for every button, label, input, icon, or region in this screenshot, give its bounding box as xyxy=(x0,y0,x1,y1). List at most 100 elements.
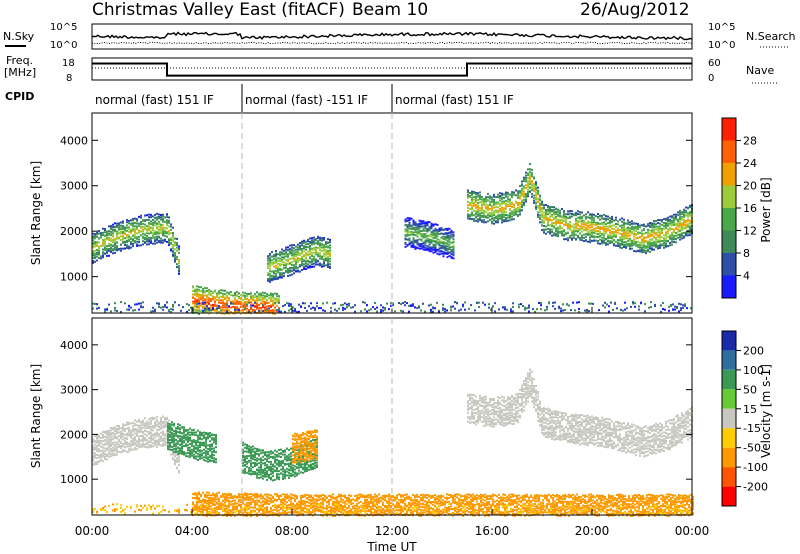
heatmap-cell xyxy=(206,294,208,297)
heatmap-cell xyxy=(301,249,303,251)
heatmap-cell xyxy=(303,241,305,244)
heatmap-cell xyxy=(191,429,193,432)
heatmap-cell xyxy=(258,297,260,300)
heatmap-cell xyxy=(509,216,511,219)
heatmap-cell xyxy=(294,472,296,475)
power-y-tick-label: 4000 xyxy=(60,134,88,147)
heatmap-cell xyxy=(202,291,204,294)
heatmap-cell xyxy=(289,267,291,269)
heatmap-cell xyxy=(271,275,273,278)
heatmap-cell xyxy=(200,295,202,298)
heatmap-cell xyxy=(545,204,547,206)
heatmap-cell xyxy=(208,298,210,301)
heatmap-cell xyxy=(120,445,122,447)
heatmap-cell xyxy=(204,311,206,314)
heatmap-cell xyxy=(150,213,152,216)
heatmap-cell xyxy=(607,229,609,232)
heatmap-cell xyxy=(106,247,108,250)
heatmap-cell xyxy=(681,237,683,240)
heatmap-cell xyxy=(226,291,228,294)
heatmap-cell xyxy=(167,425,169,428)
heatmap-cell xyxy=(410,224,413,227)
heatmap-cell xyxy=(272,468,274,471)
heatmap-cell xyxy=(557,230,559,233)
heatmap-cell xyxy=(639,236,641,239)
heatmap-cell xyxy=(142,435,144,437)
heatmap-cell xyxy=(134,448,136,451)
heatmap-cell xyxy=(430,247,433,250)
heatmap-cell xyxy=(120,247,122,250)
heatmap-cell xyxy=(156,439,158,442)
heatmap-cell xyxy=(174,248,176,251)
heatmap-cell xyxy=(416,227,419,230)
heatmap-cell xyxy=(430,241,433,244)
heatmap-cell xyxy=(442,245,445,248)
heatmap-cell xyxy=(298,469,300,472)
heatmap-cell xyxy=(142,426,144,429)
heatmap-cell xyxy=(142,222,144,225)
heatmap-cell xyxy=(489,212,491,215)
heatmap-cell xyxy=(316,436,318,439)
heatmap-cell xyxy=(499,213,501,216)
heatmap-cell xyxy=(559,222,561,225)
heatmap-cell xyxy=(104,456,106,459)
heatmap-cell xyxy=(635,250,637,253)
heatmap-cell xyxy=(160,218,162,221)
heatmap-cell xyxy=(380,309,382,311)
heatmap-cell xyxy=(631,230,633,233)
heatmap-cell xyxy=(172,240,174,243)
heatmap-cell xyxy=(286,463,288,466)
heatmap-cell xyxy=(120,311,122,313)
heatmap-cell xyxy=(206,301,208,304)
heatmap-cell xyxy=(471,198,473,201)
heatmap-cell xyxy=(175,427,177,430)
heatmap-cell xyxy=(177,440,179,443)
heatmap-cell xyxy=(544,309,546,312)
heatmap-cell xyxy=(649,242,651,245)
heatmap-cell xyxy=(132,219,134,222)
heatmap-cell xyxy=(510,308,512,311)
heatmap-cell xyxy=(236,302,238,305)
heatmap-cell xyxy=(187,444,189,447)
heatmap-cell xyxy=(96,259,98,262)
heatmap-cell xyxy=(283,253,285,256)
heatmap-cell xyxy=(493,201,495,204)
heatmap-cell xyxy=(603,225,605,228)
heatmap-cell xyxy=(267,272,269,275)
heatmap-cell xyxy=(655,220,657,223)
heatmap-cell xyxy=(313,236,315,239)
heatmap-cell xyxy=(114,239,116,242)
heatmap-cell xyxy=(226,296,228,299)
heatmap-cell xyxy=(543,229,545,232)
heatmap-cell xyxy=(321,239,323,242)
heatmap-cell xyxy=(267,255,269,258)
heatmap-cell xyxy=(264,462,266,464)
heatmap-cell xyxy=(531,193,533,195)
heatmap-cell xyxy=(272,479,274,482)
heatmap-cell xyxy=(276,476,278,478)
heatmap-cell xyxy=(299,270,301,273)
heatmap-cell xyxy=(94,257,96,260)
heatmap-cell xyxy=(665,233,667,235)
heatmap-cell xyxy=(140,221,142,224)
heatmap-cell xyxy=(467,196,469,199)
heatmap-cell xyxy=(501,194,503,197)
heatmap-cell xyxy=(120,230,122,233)
heatmap-cell xyxy=(529,177,531,180)
heatmap-cell xyxy=(154,434,156,437)
heatmap-cell xyxy=(162,445,164,447)
heatmap-cell xyxy=(303,267,305,270)
heatmap-cell xyxy=(292,306,294,309)
heatmap-cell xyxy=(577,210,579,213)
heatmap-cell xyxy=(274,470,276,473)
heatmap-cell xyxy=(238,309,240,312)
heatmap-cell xyxy=(174,452,176,455)
heatmap-cell xyxy=(581,234,583,237)
heatmap-cell xyxy=(543,214,545,217)
heatmap-cell xyxy=(311,255,313,257)
heatmap-cell xyxy=(197,436,199,439)
heatmap-cell xyxy=(291,249,293,252)
heatmap-cell xyxy=(146,439,148,442)
heatmap-cell xyxy=(521,209,523,212)
heatmap-cell xyxy=(100,233,102,236)
